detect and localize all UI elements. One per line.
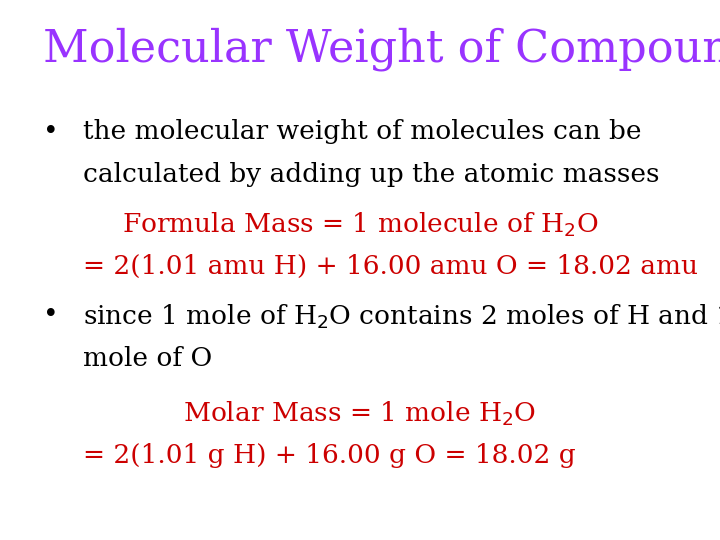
Text: •: • [43, 119, 59, 144]
Text: = 2(1.01 g H) + 16.00 g O = 18.02 g: = 2(1.01 g H) + 16.00 g O = 18.02 g [83, 443, 575, 468]
Text: Molar Mass = 1 mole H$_2$O: Molar Mass = 1 mole H$_2$O [184, 400, 536, 428]
Text: mole of O: mole of O [83, 346, 212, 370]
Text: the molecular weight of molecules can be: the molecular weight of molecules can be [83, 119, 642, 144]
Text: calculated by adding up the atomic masses: calculated by adding up the atomic masse… [83, 162, 660, 187]
Text: •: • [43, 302, 59, 327]
Text: Molecular Weight of Compounds: Molecular Weight of Compounds [43, 27, 720, 71]
Text: = 2(1.01 amu H) + 16.00 amu O = 18.02 amu: = 2(1.01 amu H) + 16.00 amu O = 18.02 am… [83, 254, 698, 279]
Text: Formula Mass = 1 molecule of H$_2$O: Formula Mass = 1 molecule of H$_2$O [122, 211, 598, 239]
Text: since 1 mole of H$_2$O contains 2 moles of H and 1: since 1 mole of H$_2$O contains 2 moles … [83, 302, 720, 331]
